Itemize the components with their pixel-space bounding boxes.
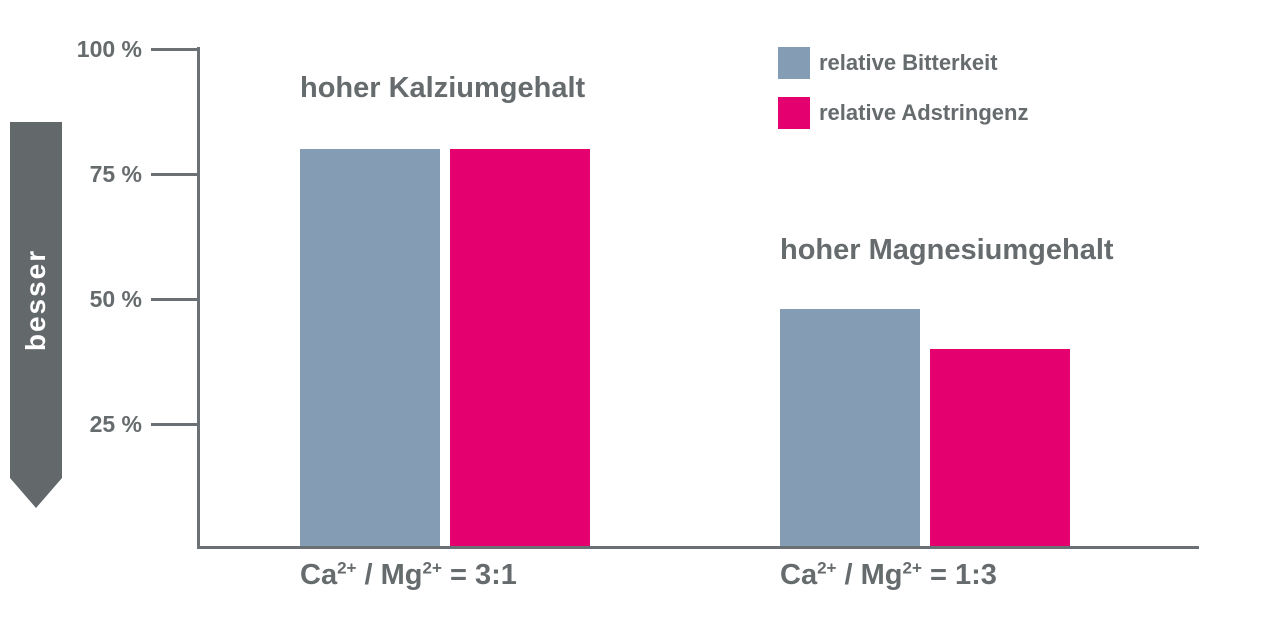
- x-axis-label-2: Ca2+ / Mg2+ = 1:3: [780, 558, 997, 591]
- group-title-1: hoher Kalziumgehalt: [300, 72, 586, 104]
- bar-relative-bitterkeit-group-1: [300, 149, 440, 546]
- x-label-text: = 1:3: [921, 559, 997, 591]
- legend-label: relative Adstringenz: [819, 100, 1029, 125]
- x-axis-label-1: Ca2+ / Mg2+ = 3:1: [300, 558, 517, 591]
- legend-swatch-relative-adstringenz: [778, 97, 810, 129]
- better-arrow-tip: [10, 478, 62, 508]
- legend-label: relative Bitterkeit: [819, 50, 998, 75]
- y-tick-line: [151, 298, 198, 301]
- superscript: 2+: [337, 558, 357, 578]
- group-title-2: hoher Magnesiumgehalt: [780, 234, 1114, 266]
- y-tick-line: [151, 48, 198, 51]
- x-label-text: / Mg: [356, 559, 423, 591]
- bar-relative-adstringenz-group-1: [450, 149, 590, 546]
- better-arrow-shaft: [10, 122, 62, 478]
- y-tick-label: 25 %: [89, 411, 142, 437]
- x-label-text: / Mg: [836, 559, 903, 591]
- y-tick-line: [151, 173, 198, 176]
- x-label-text: Ca: [300, 559, 338, 591]
- legend-entry-relative-adstringenz: relative Adstringenz: [778, 97, 1028, 129]
- bar-relative-adstringenz-group-2: [930, 349, 1070, 546]
- x-axis-line: [197, 546, 1199, 549]
- legend-swatch-relative-bitterkeit: [778, 47, 810, 79]
- superscript: 2+: [422, 558, 442, 578]
- y-tick-label: 100 %: [76, 36, 142, 62]
- y-tick-label: 75 %: [89, 161, 142, 187]
- bar-relative-bitterkeit-group-2: [780, 309, 920, 546]
- x-label-text: = 3:1: [441, 559, 517, 591]
- legend: relative Bitterkeit relative Adstringenz: [778, 47, 1028, 147]
- y-axis-line: [197, 47, 200, 549]
- y-tick-label: 50 %: [89, 286, 142, 312]
- y-tick-line: [151, 423, 198, 426]
- legend-entry-relative-bitterkeit: relative Bitterkeit: [778, 47, 1028, 79]
- superscript: 2+: [902, 558, 922, 578]
- superscript: 2+: [817, 558, 837, 578]
- x-label-text: Ca: [780, 559, 818, 591]
